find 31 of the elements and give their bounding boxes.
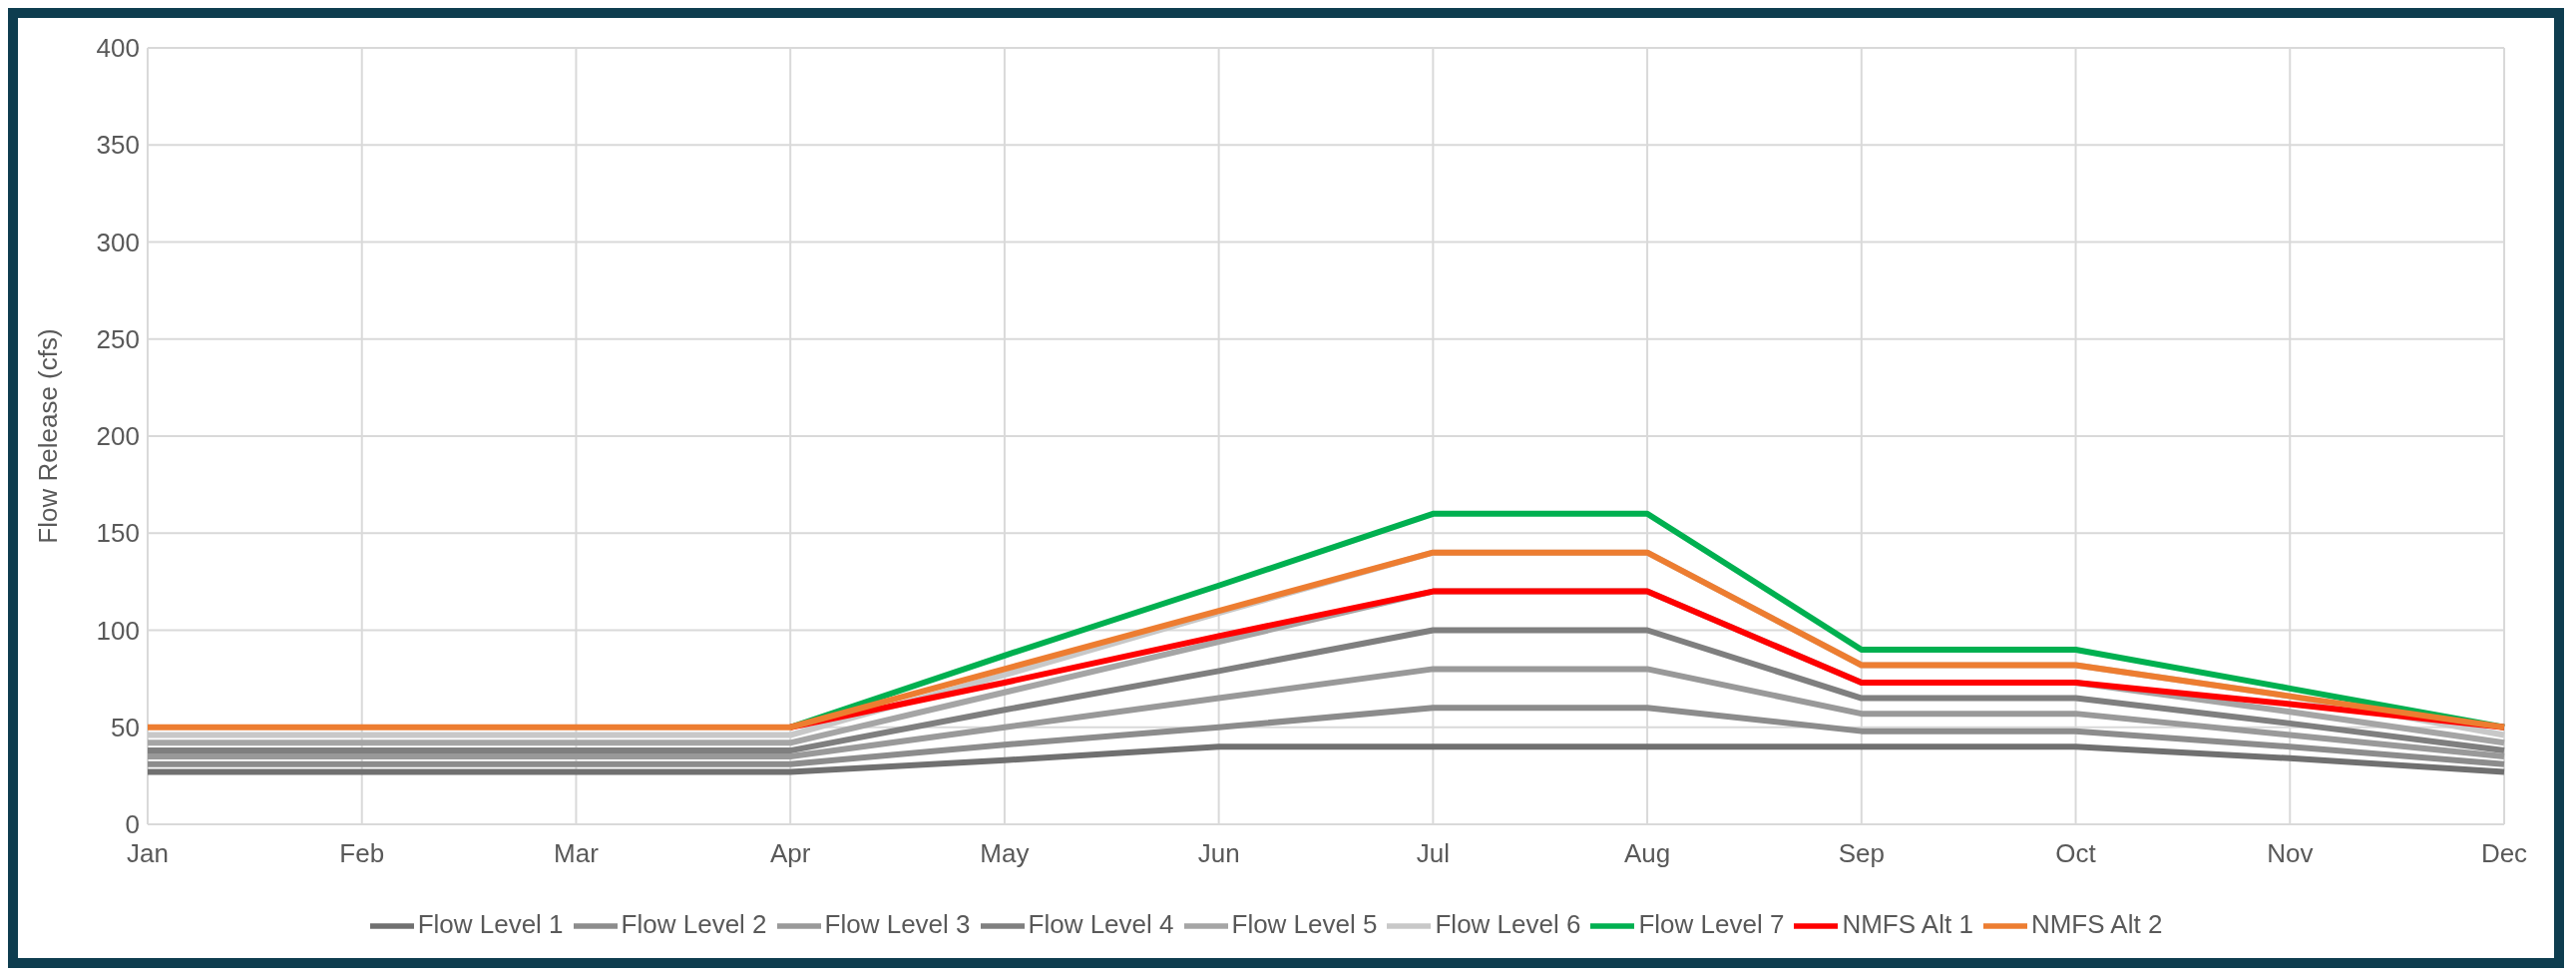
legend-label: Flow Level 6 (1435, 908, 1581, 939)
legend-label: NMFS Alt 2 (2030, 908, 2163, 939)
y-tick-label: 350 (96, 130, 140, 161)
y-tick-label: 50 (111, 712, 140, 742)
x-tick-label: Jan (127, 838, 169, 869)
x-tick-label: Jun (1197, 838, 1240, 869)
legend-label: Flow Level 5 (1231, 908, 1378, 939)
y-tick-label: 0 (125, 809, 140, 840)
y-tick-label: 200 (96, 421, 140, 452)
y-axis-title: Flow Release (cfs) (33, 328, 64, 544)
legend-label: Flow Level 1 (417, 908, 564, 939)
x-tick-label: Nov (2267, 838, 2314, 869)
legend-label: Flow Level 3 (824, 908, 971, 939)
legend-label: Flow Level 7 (1638, 908, 1785, 939)
x-tick-label: Feb (339, 838, 385, 869)
x-tick-label: Mar (554, 838, 600, 869)
y-tick-label: 100 (96, 615, 140, 646)
x-tick-label: Jul (1416, 838, 1450, 869)
legend-label: Flow Level 4 (1028, 908, 1174, 939)
y-tick-label: 250 (96, 323, 140, 354)
x-tick-label: Sep (1838, 838, 1885, 869)
x-tick-label: May (980, 838, 1030, 869)
x-tick-label: Dec (2480, 838, 2528, 869)
legend-label: NMFS Alt 1 (1842, 908, 1973, 939)
y-tick-label: 400 (96, 33, 140, 64)
y-tick-label: 150 (96, 518, 140, 549)
x-tick-label: Aug (1623, 838, 1671, 869)
legend-label: Flow Level 2 (621, 908, 767, 939)
x-tick-label: Oct (2055, 838, 2097, 869)
x-tick-label: Apr (769, 838, 811, 869)
y-tick-label: 300 (96, 227, 140, 257)
